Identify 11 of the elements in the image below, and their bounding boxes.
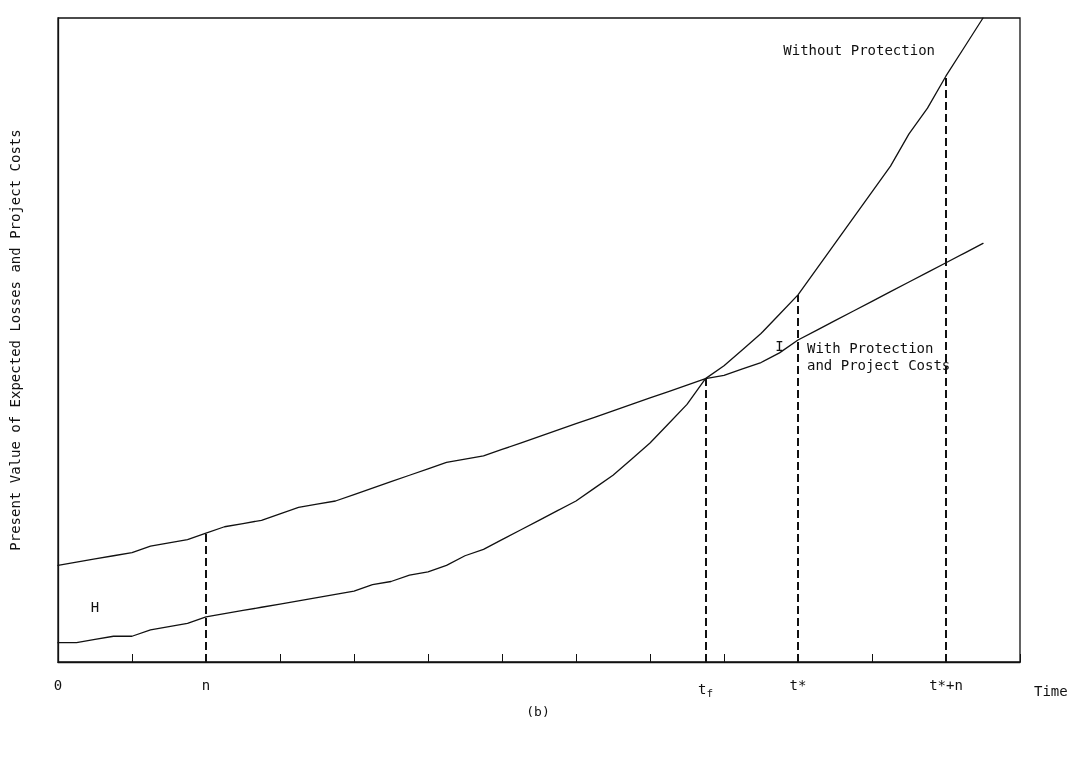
x-tick-label: t*+n: [929, 677, 963, 693]
x-tick-label: t*: [789, 677, 807, 693]
annotation: H: [90, 599, 100, 616]
text: (b): [526, 704, 550, 719]
x-tick-label: 0: [53, 677, 63, 693]
x-tick-label: n: [201, 677, 211, 693]
x-axis-title: Time: [1034, 683, 1068, 699]
series-label: Without Protection: [783, 41, 935, 58]
annotation: I: [775, 338, 784, 355]
y-axis-title: Present Value of Expected Losses and Project Costs: [7, 129, 23, 551]
series-label: With Protection and Project Costs: [807, 339, 951, 373]
